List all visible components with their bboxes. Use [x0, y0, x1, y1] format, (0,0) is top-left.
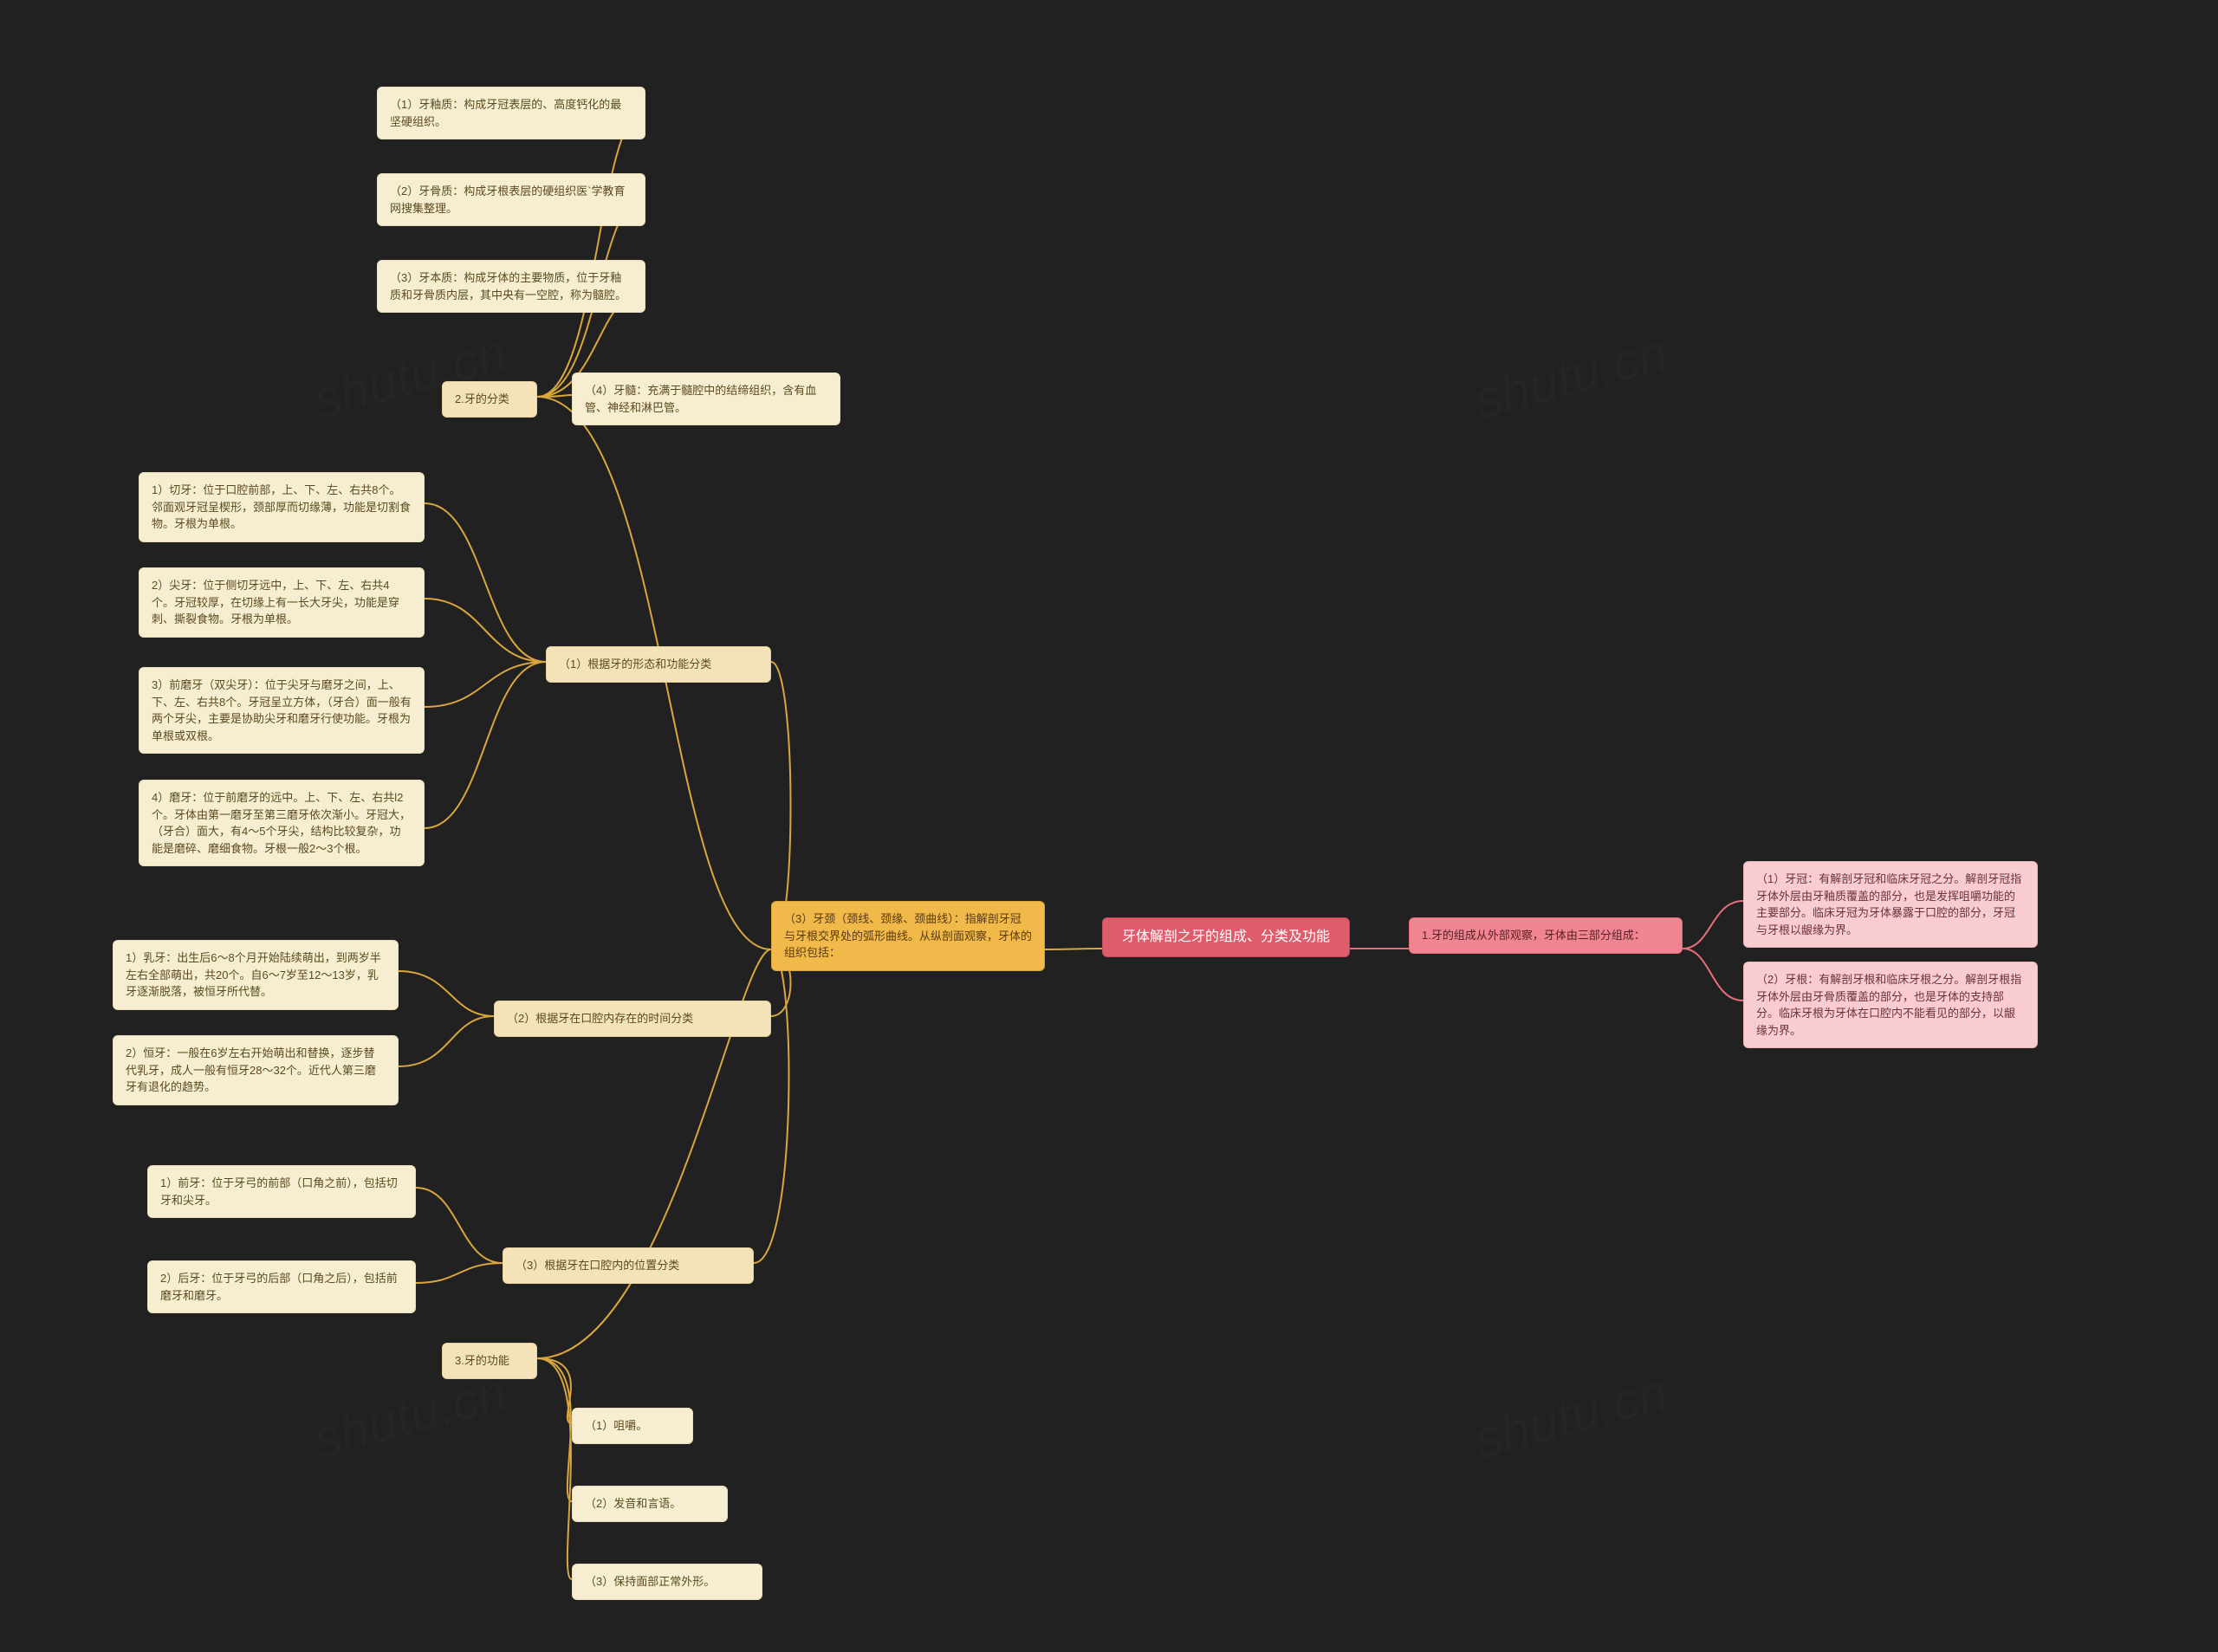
leaf-canine[interactable]: 2）尖牙：位于侧切牙远中，上、下、左、右共4个。牙冠较厚，在切缘上有一长大牙尖，…	[139, 567, 425, 638]
leaf-premolar[interactable]: 3）前磨牙（双尖牙）：位于尖牙与磨牙之间，上、下、左、右共8个。牙冠呈立方体，（…	[139, 667, 425, 754]
leaf-face-shape[interactable]: （3）保持面部正常外形。	[572, 1564, 762, 1600]
leaf-enamel[interactable]: （1）牙釉质：构成牙冠表层的、高度钙化的最坚硬组织。	[377, 87, 645, 139]
branch-morphology-class[interactable]: （1）根据牙的形态和功能分类	[546, 646, 771, 683]
branch-neck-tissues[interactable]: （3）牙颈（颈线、颈缘、颈曲线）：指解剖牙冠与牙根交界处的弧形曲线。从纵剖面观察…	[771, 901, 1045, 971]
root-node[interactable]: 牙体解剖之牙的组成、分类及功能	[1102, 917, 1350, 957]
branch-time-class[interactable]: （2）根据牙在口腔内存在的时间分类	[494, 1001, 771, 1037]
leaf-root-tooth[interactable]: （2）牙根：有解剖牙根和临床牙根之分。解剖牙根指牙体外层由牙骨质覆盖的部分，也是…	[1743, 962, 2038, 1048]
branch-function[interactable]: 3.牙的功能	[442, 1343, 537, 1379]
leaf-permanent[interactable]: 2）恒牙：一般在6岁左右开始萌出和替换，逐步替代乳牙，成人一般有恒牙28～32个…	[113, 1035, 399, 1105]
leaf-anterior[interactable]: 1）前牙：位于牙弓的前部（口角之前），包括切牙和尖牙。	[147, 1165, 416, 1218]
watermark: shutu.cn	[1469, 1362, 1674, 1470]
leaf-speech[interactable]: （2）发音和言语。	[572, 1486, 728, 1522]
branch-composition[interactable]: 1.牙的组成从外部观察，牙体由三部分组成：	[1409, 917, 1683, 954]
leaf-posterior[interactable]: 2）后牙：位于牙弓的后部（口角之后），包括前磨牙和磨牙。	[147, 1260, 416, 1313]
leaf-molar[interactable]: 4）磨牙：位于前磨牙的远中。上、下、左、右共l2个。牙体由第一磨牙至第三磨牙依次…	[139, 780, 425, 866]
leaf-deciduous[interactable]: 1）乳牙：出生后6～8个月开始陆续萌出，到两岁半左右全部萌出，共20个。自6～7…	[113, 940, 399, 1010]
leaf-crown[interactable]: （1）牙冠：有解剖牙冠和临床牙冠之分。解剖牙冠指牙体外层由牙釉质覆盖的部分，也是…	[1743, 861, 2038, 948]
leaf-incisor[interactable]: 1）切牙：位于口腔前部，上、下、左、右共8个。邻面观牙冠呈楔形，颈部厚而切缘薄，…	[139, 472, 425, 542]
leaf-dentin[interactable]: （3）牙本质：构成牙体的主要物质，位于牙釉质和牙骨质内层，其中央有一空腔，称为髓…	[377, 260, 645, 313]
leaf-chewing[interactable]: （1）咀嚼。	[572, 1408, 693, 1444]
leaf-cementum[interactable]: （2）牙骨质：构成牙根表层的硬组织医`学教育网搜集整理。	[377, 173, 645, 226]
leaf-pulp[interactable]: （4）牙髓：充满于髓腔中的结缔组织，含有血管、神经和淋巴管。	[572, 373, 840, 425]
branch-classification[interactable]: 2.牙的分类	[442, 381, 537, 418]
watermark: shutu.cn	[1469, 322, 1674, 431]
branch-position-class[interactable]: （3）根据牙在口腔内的位置分类	[503, 1247, 754, 1284]
